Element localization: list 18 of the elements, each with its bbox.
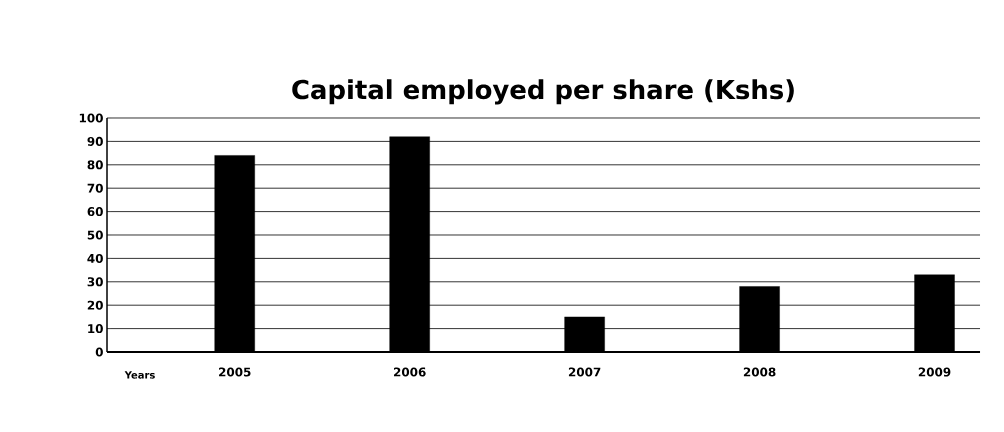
x-tick-label: 2008 bbox=[743, 367, 776, 377]
y-tick-label: 50 bbox=[87, 230, 103, 240]
y-tick-label: 80 bbox=[87, 160, 103, 170]
y-tick-label: 20 bbox=[87, 300, 103, 310]
y-tick-label: 0 bbox=[95, 347, 103, 357]
x-tick-label: 2006 bbox=[393, 367, 426, 377]
y-tick-label: 10 bbox=[88, 324, 103, 334]
y-tick-label: 30 bbox=[87, 277, 103, 287]
y-tick-label: 100 bbox=[79, 113, 103, 123]
x-tick-label: 2009 bbox=[918, 367, 951, 377]
y-tick-label: 70 bbox=[87, 183, 103, 193]
x-tick-label: 2005 bbox=[219, 367, 251, 377]
x-tick-label: 2007 bbox=[568, 367, 601, 377]
x-axis-title: Years bbox=[124, 371, 155, 379]
y-tick-label: 40 bbox=[87, 253, 103, 263]
y-tick-label: 90 bbox=[87, 136, 103, 146]
chart-title: Capital employed per share (Kshs) bbox=[292, 79, 794, 105]
y-tick-label: 60 bbox=[87, 207, 103, 217]
